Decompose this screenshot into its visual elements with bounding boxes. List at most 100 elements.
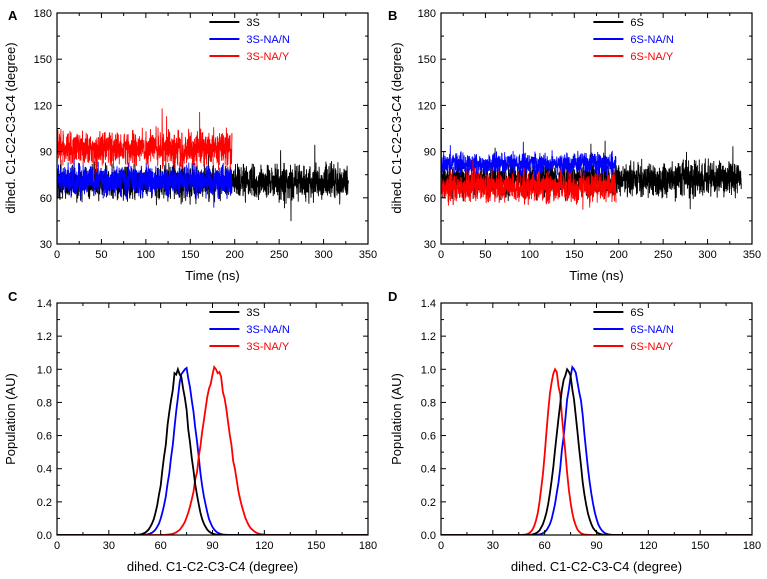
plot-frame [440,12,753,245]
y-tick-label: 0.6 [37,431,52,443]
series-line-3s [57,366,368,535]
x-tick-label: 90 [206,540,218,552]
legend-label: 6S-NA/Y [630,341,673,353]
y-tick-label: 1.0 [37,364,52,376]
plot-frame [440,302,753,536]
panel-label: C [8,289,18,304]
x-tick-label: 180 [359,540,377,552]
series-line-6s-na-n [441,88,617,186]
panel-c: C 0 30 60 90 120 150 180 0.0 0.2 0.4 0.6 0.8 1.0 1.2 1.… [3,289,377,574]
x-tick-label: 90 [590,540,602,552]
legend-label: 3S-NA/Y [246,341,289,353]
y-tick-label: 150 [34,54,52,66]
legend-label: 6S [630,307,643,319]
panel-label: D [388,289,397,304]
legend-label: 6S-NA/Y [630,51,673,63]
legend-label: 6S-NA/N [630,34,673,46]
y-tick-label: 1.2 [421,331,436,343]
x-tick-label: 120 [639,540,657,552]
x-tick-label: 150 [565,249,583,261]
x-axis-label: Time (ns) [185,268,239,283]
x-tick-label: 350 [743,249,761,261]
x-tick-label: 60 [539,540,551,552]
x-tick-label: 150 [181,249,199,261]
y-tick-label: 180 [418,8,436,20]
plot-frame [56,302,369,536]
y-axis-label: Population (AU) [3,373,18,465]
series-line-6s [441,367,752,535]
x-tick-label: 180 [743,540,761,552]
legend-label: 3S [246,307,259,319]
y-axis-label: dihed. C1-C2-C3-C4 (degree) [3,42,18,213]
panel-a: A 0 50 100 150 200 250 300 350 30 60 90 120 150 180 Tim… [3,8,377,283]
y-tick-label: 60 [424,193,436,205]
x-tick-label: 50 [479,249,491,261]
y-tick-label: 1.2 [37,331,52,343]
y-axis-label: Population (AU) [389,373,404,465]
y-tick-label: 0.2 [421,497,436,509]
x-axis-label: dihed. C1-C2-C3-C4 (degree) [127,559,298,574]
plot-area [57,364,368,535]
x-tick-label: 350 [359,249,377,261]
y-tick-label: 180 [34,8,52,20]
legend-label: 3S-NA/N [246,324,289,336]
y-tick-label: 0.8 [37,397,52,409]
y-tick-label: 120 [34,100,52,112]
x-tick-label: 50 [95,249,107,261]
x-tick-label: 120 [255,540,273,552]
series-line-6s-na-n [441,364,752,535]
y-tick-label: 0.6 [421,431,436,443]
legend-label: 6S [630,17,643,29]
x-tick-label: 300 [698,249,716,261]
series-line-3s-na-y [57,364,368,535]
x-tick-label: 200 [226,249,244,261]
plot-frame [56,12,369,245]
y-tick-label: 1.4 [421,298,436,310]
x-axis-label: dihed. C1-C2-C3-C4 (degree) [511,559,682,574]
legend-label: 3S-NA/N [246,34,289,46]
y-tick-label: 30 [40,239,52,251]
panel-label: B [388,8,397,23]
y-tick-label: 0.4 [421,464,436,476]
panel-b: B 0 50 100 150 200 250 300 350 30 60 90 120 150 180 Tim… [388,8,761,283]
x-tick-label: 100 [137,249,155,261]
y-tick-label: 0.0 [421,530,436,542]
panel-label: A [8,8,18,23]
panel-d: D 0 30 60 90 120 150 180 0.0 0.2 0.4 0.6 0.8 1.0 1.2 1.… [388,289,761,574]
series-line-6s-na-y [441,154,617,210]
legend-label: 3S [246,17,259,29]
x-tick-label: 100 [521,249,539,261]
x-tick-label: 150 [307,540,325,552]
plot-area [441,364,752,535]
x-tick-label: 30 [487,540,499,552]
x-tick-label: 0 [438,249,444,261]
x-tick-label: 0 [54,249,60,261]
series-line-3s-na-y [57,108,233,182]
y-tick-label: 0.2 [37,497,52,509]
series-line-3s-na-n [57,157,233,208]
y-tick-label: 60 [40,193,52,205]
plot-area [441,88,742,210]
x-tick-label: 0 [54,540,60,552]
legend-label: 6S-NA/N [630,324,673,336]
x-tick-label: 250 [270,249,288,261]
y-tick-label: 1.0 [421,364,436,376]
series-line-3s [57,144,349,222]
legend-label: 3S-NA/Y [246,51,289,63]
y-tick-label: 150 [418,54,436,66]
y-tick-label: 30 [424,239,436,251]
y-tick-label: 0.4 [37,464,52,476]
x-axis-label: Time (ns) [569,268,623,283]
y-tick-label: 90 [424,147,436,159]
series-line-6s-na-y [441,367,752,535]
x-tick-label: 150 [691,540,709,552]
x-tick-label: 30 [103,540,115,552]
plot-area [57,108,349,222]
series-line-3s-na-n [57,366,368,535]
x-tick-label: 250 [654,249,672,261]
y-axis-label: dihed. C1-C2-C3-C4 (degree) [389,42,404,213]
y-tick-label: 0.0 [37,530,52,542]
x-tick-label: 0 [438,540,444,552]
x-tick-label: 200 [610,249,628,261]
